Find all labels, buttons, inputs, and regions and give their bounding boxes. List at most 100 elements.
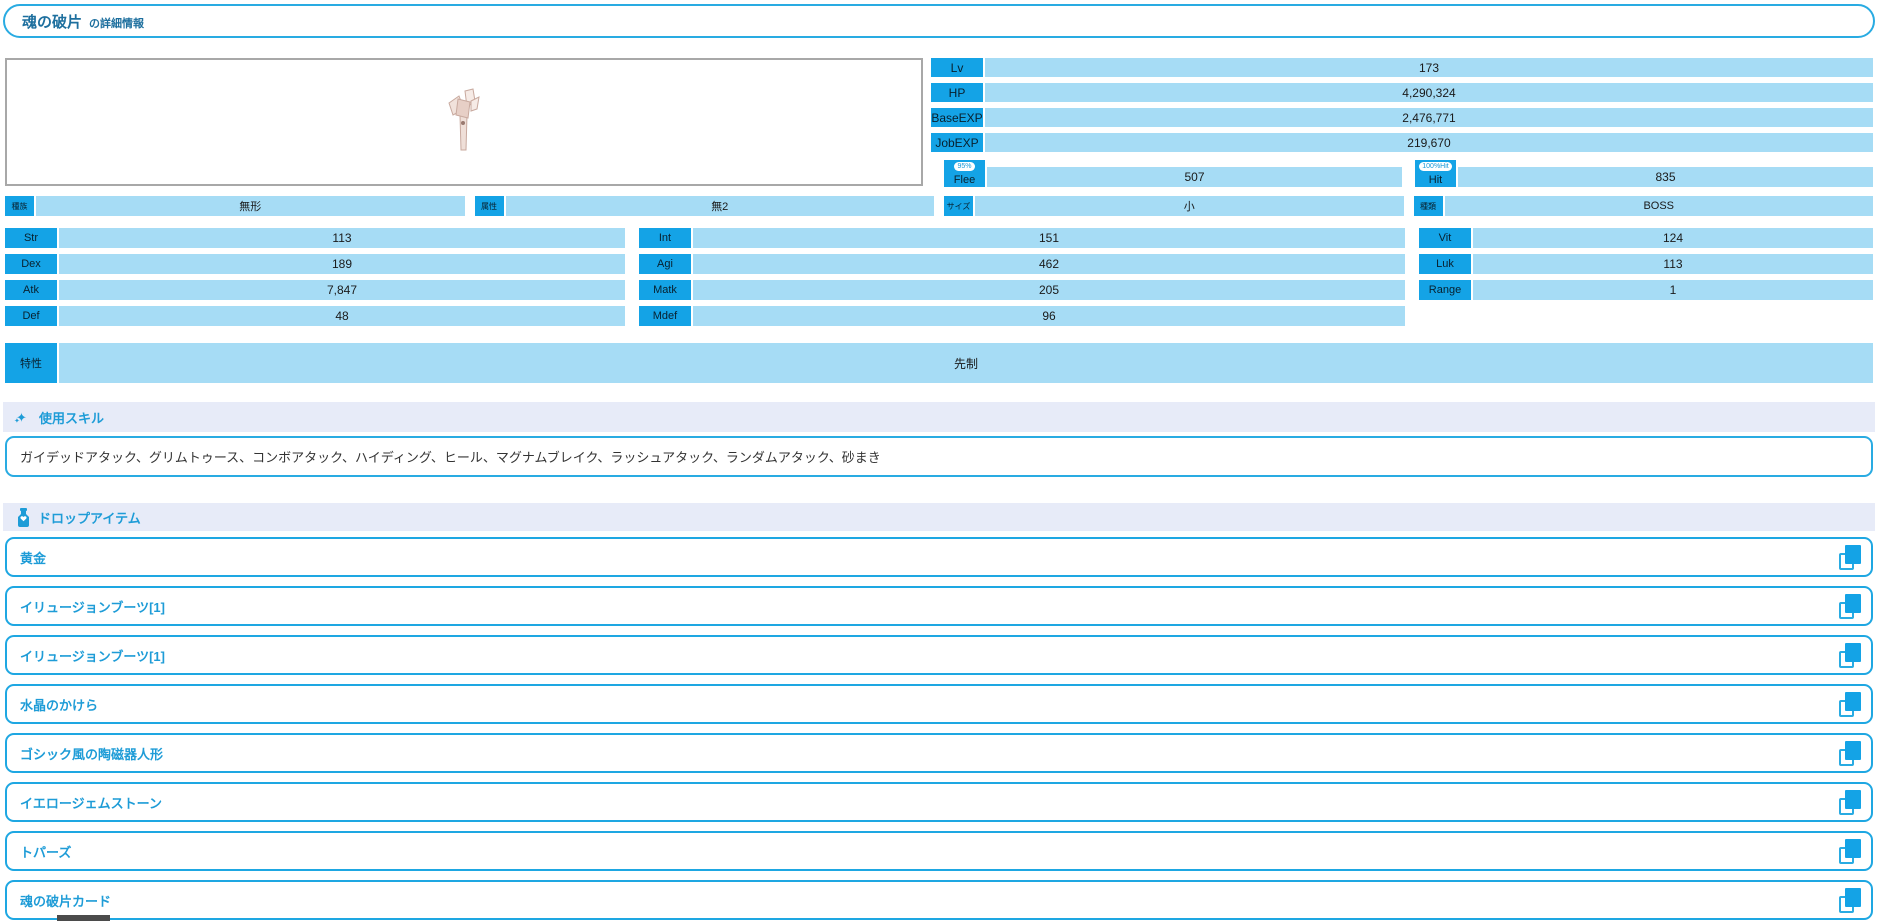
drop-item-row[interactable]: イエロージェムストーン [5, 782, 1873, 822]
skill-list-text: ガイデッドアタック、グリムトゥース、コンボアタック、ハイディング、ヒール、マグナ… [20, 450, 881, 465]
trait-value: 先制 [59, 343, 1873, 383]
stat-grid-row: Dex 189 Agi 462 Luk 113 [5, 254, 1873, 274]
trait-label: 特性 [5, 343, 57, 383]
hit-value: 835 [1458, 167, 1873, 187]
hit-pair: 100%Hit Hit 835 [1415, 160, 1873, 187]
flee-pair: 95% Flee 507 [944, 160, 1402, 187]
flee-hit-row: 95% Flee 507 100%Hit Hit 835 [931, 160, 1873, 187]
page-title-banner: 魂の破片 の詳細情報 [3, 4, 1875, 38]
stat-grid: Str 113 Int 151 Vit 124 Dex 189 Agi 462 … [5, 228, 1873, 326]
drop-item-name[interactable]: 魂の破片カード [20, 893, 112, 909]
str-value: 113 [59, 228, 625, 248]
drop-item-row[interactable]: トパーズ [5, 831, 1873, 871]
vit-cell: Vit 124 [1419, 228, 1873, 248]
agi-cell: Agi 462 [639, 254, 1405, 274]
element-pair: 属性 無2 [474, 196, 934, 216]
drop-item-row[interactable]: 黄金 [5, 537, 1873, 577]
drop-item-row[interactable]: 魂の破片カード [5, 880, 1873, 920]
agi-label: Agi [639, 254, 691, 274]
copy-icon[interactable] [1837, 544, 1862, 571]
mdef-label: Mdef [639, 306, 691, 326]
hp-value: 4,290,324 [985, 83, 1873, 102]
drop-item-list: 黄金 イリュージョンブーツ[1] イリュージョンブーツ[1] 水晶のかけら ゴシ… [5, 537, 1873, 920]
int-cell: Int 151 [639, 228, 1405, 248]
def-label: Def [5, 306, 57, 326]
atk-label: Atk [5, 280, 57, 300]
drops-section-title: ドロップアイテム [38, 510, 141, 526]
info-section: Lv 173 HP 4,290,324 BaseEXP 2,476,771 Jo… [5, 58, 1873, 187]
drops-section-header: ドロップアイテム [3, 503, 1875, 531]
dex-cell: Dex 189 [5, 254, 625, 274]
hit-badge: 100%Hit [1419, 162, 1452, 171]
def-value: 48 [59, 306, 625, 326]
size-pair: サイズ 小 [944, 196, 1404, 216]
matk-cell: Matk 205 [639, 280, 1405, 300]
luk-value: 113 [1473, 254, 1873, 274]
jobexp-value: 219,670 [985, 133, 1873, 152]
type-label: 種類 [1413, 196, 1443, 216]
type-pair: 種類 BOSS [1413, 196, 1873, 216]
jobexp-label: JobEXP [931, 133, 983, 152]
stat-grid-row: Str 113 Int 151 Vit 124 [5, 228, 1873, 248]
drop-item-name[interactable]: 水晶のかけら [20, 697, 99, 713]
type-value: BOSS [1444, 196, 1873, 216]
hit-label-text: Hit [1428, 174, 1443, 186]
drop-item-name[interactable]: イリュージョンブーツ[1] [20, 648, 165, 664]
drop-item-name[interactable]: トパーズ [20, 844, 72, 860]
flee-label: 95% Flee [944, 160, 985, 187]
hp-label: HP [931, 83, 983, 102]
copy-icon[interactable] [1837, 838, 1862, 865]
copy-icon[interactable] [1837, 642, 1862, 669]
stat-row-jobexp: JobEXP 219,670 [931, 133, 1873, 152]
atk-value: 7,847 [59, 280, 625, 300]
skill-list-box: ガイデッドアタック、グリムトゥース、コンボアタック、ハイディング、ヒール、マグナ… [5, 436, 1873, 477]
int-value: 151 [693, 228, 1405, 248]
copy-icon[interactable] [1837, 740, 1862, 767]
stat-row-lv: Lv 173 [931, 58, 1873, 77]
flee-badge: 95% [954, 162, 975, 171]
luk-label: Luk [1419, 254, 1471, 274]
luk-cell: Luk 113 [1419, 254, 1873, 274]
sparkle-icon: ✦ ✦ [14, 409, 27, 425]
drop-item-row[interactable]: 水晶のかけら [5, 684, 1873, 724]
drop-item-row[interactable]: イリュージョンブーツ[1] [5, 635, 1873, 675]
drop-item-name[interactable]: イリュージョンブーツ[1] [20, 599, 165, 615]
lv-value: 173 [985, 58, 1873, 77]
str-label: Str [5, 228, 57, 248]
race-value: 無形 [36, 196, 465, 216]
drop-item-row[interactable]: ゴシック風の陶磁器人形 [5, 733, 1873, 773]
monster-sprite-box [5, 58, 923, 186]
matk-value: 205 [693, 280, 1405, 300]
monster-name: 魂の破片 [22, 13, 83, 31]
stat-grid-row: Def 48 Mdef 96 [5, 306, 1873, 326]
stat-row-hp: HP 4,290,324 [931, 83, 1873, 102]
range-value: 1 [1473, 280, 1873, 300]
attribute-row: 種族 無形 属性 無2 サイズ 小 種類 BOSS [5, 196, 1873, 216]
copy-icon[interactable] [1837, 691, 1862, 718]
copy-icon[interactable] [1837, 593, 1862, 620]
potion-flask-icon [16, 507, 31, 527]
dex-label: Dex [5, 254, 57, 274]
agi-value: 462 [693, 254, 1405, 274]
def-cell: Def 48 [5, 306, 625, 326]
main-stats: Lv 173 HP 4,290,324 BaseEXP 2,476,771 Jo… [931, 58, 1873, 187]
element-label: 属性 [474, 196, 504, 216]
monster-sprite-icon [443, 87, 485, 158]
stat-grid-row: Atk 7,847 Matk 205 Range 1 [5, 280, 1873, 300]
mdef-value: 96 [693, 306, 1405, 326]
drop-item-name[interactable]: 黄金 [20, 550, 47, 566]
drop-item-name[interactable]: イエロージェムストーン [20, 795, 162, 811]
vit-label: Vit [1419, 228, 1471, 248]
baseexp-value: 2,476,771 [985, 108, 1873, 127]
str-cell: Str 113 [5, 228, 625, 248]
drop-item-name[interactable]: ゴシック風の陶磁器人形 [20, 746, 164, 762]
copy-icon[interactable] [1837, 789, 1862, 816]
size-value: 小 [975, 196, 1404, 216]
flee-label-text: Flee [953, 174, 976, 186]
race-label: 種族 [5, 196, 34, 216]
drop-item-row[interactable]: イリュージョンブーツ[1] [5, 586, 1873, 626]
flee-value: 507 [987, 167, 1402, 187]
tooltip-fragment [57, 915, 110, 921]
copy-icon[interactable] [1837, 887, 1862, 914]
trait-row: 特性 先制 [5, 343, 1873, 383]
